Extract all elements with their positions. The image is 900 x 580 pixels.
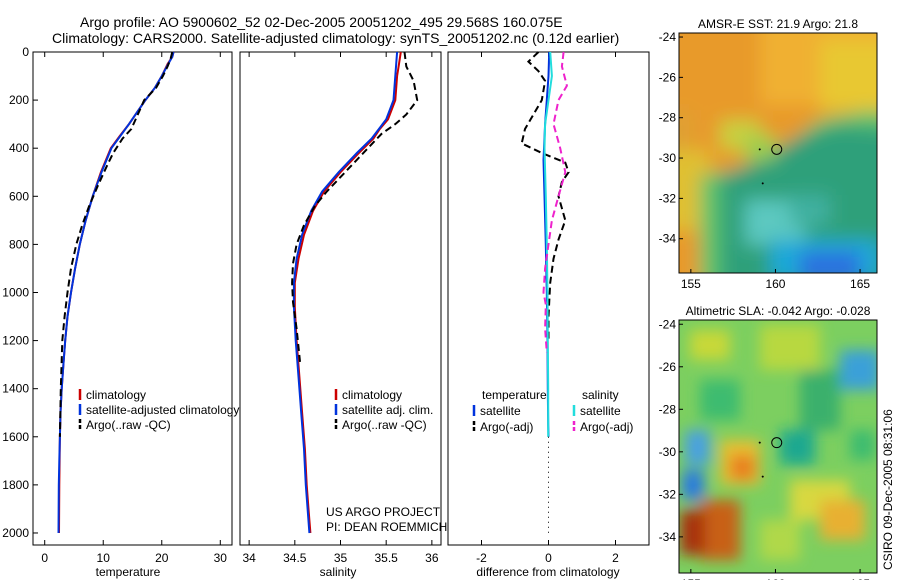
difference-legend-label: satellite [480, 404, 521, 418]
salinity-plot-frame [239, 51, 442, 546]
sst-map-track-point [761, 182, 764, 185]
sst-map-track-point [758, 148, 761, 151]
figure-title-line-1: Argo profile: AO 5900602_52 02-Dec-2005 … [80, 14, 563, 30]
figure-title-line-2: Climatology: CARS2000. Satellite-adjuste… [52, 30, 619, 46]
sst-map: AMSR-E SST: 21.9 Argo: 21.8 155 160 165 -24… [659, 17, 878, 291]
salinity-series-satellite-adj-clim- [292, 51, 399, 534]
temperature-plot-frame [32, 51, 233, 546]
salinity-x-axis-label: salinity [320, 565, 357, 579]
temperature-x-axis-label: temperature [96, 565, 161, 579]
sst-map-y-tick-label: -28 [659, 111, 677, 125]
salinity-legend-label: climatology [342, 388, 402, 402]
temperature-y-tick-label: 1600 [2, 430, 29, 444]
sst-map-x-tick-label: 165 [850, 277, 870, 291]
sst-map-x-tick-label: 155 [681, 277, 701, 291]
sst-map-y-tick-label: -32 [659, 191, 677, 205]
credit-project: US ARGO PROJECT [326, 505, 441, 519]
sst-map-y-tick-label: -34 [659, 232, 677, 246]
temperature-y-tick-label: 800 [9, 237, 29, 251]
credit-pi: PI: DEAN ROEMMICH [326, 520, 447, 534]
salinity-series-argo-raw-qc- [291, 51, 419, 365]
temperature-chart: 0 10 20 30 0 200 400 600 800 1000 1200 1400 1600 1800… [2, 45, 239, 579]
sla-map-y-tick-label: -28 [659, 402, 677, 416]
temperature-legend-label: climatology [86, 388, 146, 402]
difference-legend-label: satellite [580, 404, 621, 418]
difference-x-tick-label: 0 [545, 551, 552, 565]
temperature-x-tick-label: 20 [155, 551, 169, 565]
timestamp-stamp: CSIRO 09-Dec-2005 08:31:06 [881, 409, 895, 570]
sla-map-y-tick-label: -34 [659, 530, 677, 544]
sla-map-float-position-marker [771, 437, 783, 449]
sst-map-frame [678, 32, 878, 274]
salinity-x-tick-label: 35 [334, 551, 348, 565]
temperature-y-tick-label: 1800 [2, 478, 29, 492]
sst-map-y-tick-label: -30 [659, 151, 677, 165]
sla-map-x-tick-label: 155 [681, 577, 701, 580]
sla-map-track-point [761, 475, 764, 478]
difference-legend-group-title: temperature [482, 388, 547, 402]
temperature-y-tick-label: 1400 [2, 382, 29, 396]
salinity-x-tick-label: 35.5 [375, 551, 399, 565]
difference-legend-label: Argo(-adj) [580, 420, 633, 434]
difference-series-salinity-argo-adj- [542, 51, 568, 353]
sla-map-y-tick-label: -24 [659, 317, 677, 331]
salinity-x-tick-label: 34.5 [283, 551, 307, 565]
salinity-legend-label: satellite adj. clim. [342, 403, 433, 417]
temperature-series-argo-raw-qc- [58, 51, 174, 437]
temperature-y-tick-label: 200 [9, 93, 29, 107]
salinity-x-tick-label: 36 [425, 551, 439, 565]
sst-map-y-tick-label: -26 [659, 70, 677, 84]
temperature-y-tick-label: 1000 [2, 285, 29, 299]
temperature-y-tick-label: 0 [22, 45, 29, 59]
sst-map-y-tick-label: -24 [659, 30, 677, 44]
difference-x-tick-label: 2 [612, 551, 619, 565]
sst-map-float-position-marker [771, 143, 783, 155]
difference-x-tick-label: -2 [476, 551, 487, 565]
temperature-y-tick-label: 1200 [2, 334, 29, 348]
temperature-legend-label: Argo(..raw -QC) [86, 418, 171, 432]
temperature-x-tick-label: 0 [41, 551, 48, 565]
sla-map: Altimetric SLA: -0.042 Argo: -0.028 [659, 304, 878, 580]
salinity-legend-label: Argo(..raw -QC) [342, 418, 427, 432]
sst-map-title: AMSR-E SST: 21.9 Argo: 21.8 [698, 17, 858, 31]
sla-map-y-tick-label: -26 [659, 360, 677, 374]
temperature-x-tick-label: 10 [97, 551, 111, 565]
sla-map-frame [678, 319, 878, 574]
sla-map-x-tick-label: 165 [850, 577, 870, 580]
temperature-y-tick-label: 600 [9, 189, 29, 203]
sla-map-title: Altimetric SLA: -0.042 Argo: -0.028 [686, 304, 871, 318]
difference-legend-group-title: salinity [582, 388, 619, 402]
sla-map-y-tick-label: -32 [659, 487, 677, 501]
difference-series-salinity-satellite [543, 51, 553, 437]
difference-series-temperature-argo-adj- [520, 51, 570, 341]
sst-map-x-tick-label: 160 [765, 277, 785, 291]
temperature-y-tick-label: 400 [9, 141, 29, 155]
temperature-x-tick-label: 30 [214, 551, 228, 565]
sla-map-x-tick-label: 160 [765, 577, 785, 580]
difference-chart: -2 0 2 temperature satellite Argo(-adj) salini… [447, 51, 650, 579]
difference-x-axis-label: difference from climatology [476, 565, 619, 579]
temperature-legend-label: satellite-adjusted climatology [86, 403, 239, 417]
difference-legend-label: Argo(-adj) [480, 420, 533, 434]
sla-map-track-point [758, 441, 761, 444]
temperature-y-tick-label: 2000 [2, 526, 29, 540]
sla-map-y-tick-label: -30 [659, 445, 677, 459]
salinity-x-tick-label: 34 [242, 551, 256, 565]
